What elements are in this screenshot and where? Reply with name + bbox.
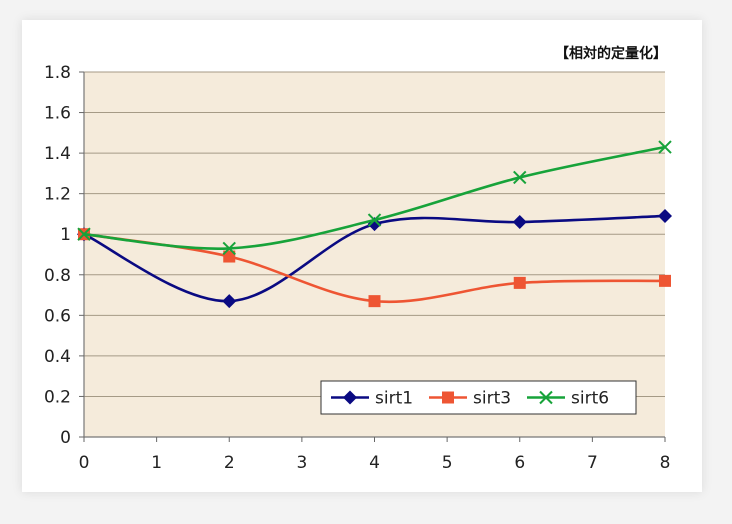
data-point-sirt1	[658, 208, 672, 223]
y-tick-label: 1.6	[44, 104, 71, 124]
legend-box	[320, 380, 637, 415]
legend-label: sirt6	[571, 389, 609, 409]
x-tick-label: 2	[224, 453, 235, 473]
legend-item-sirt1: sirt1	[331, 389, 413, 409]
x-tick-label: 1	[151, 453, 162, 473]
data-point-sirt6	[77, 227, 91, 241]
data-point-sirt3	[368, 295, 381, 308]
data-point-sirt3	[659, 274, 671, 287]
data-point-sirt6	[367, 213, 382, 227]
x-marker-stroke	[539, 390, 553, 405]
y-tick-label: 0.6	[44, 306, 71, 326]
x-marker-stroke	[658, 140, 672, 154]
y-tick-label: 0	[60, 428, 71, 448]
x-marker-stroke	[77, 227, 91, 241]
legend-marker	[442, 391, 454, 404]
x-tick-label: 4	[369, 453, 380, 473]
data-point-sirt3	[513, 276, 526, 289]
data-point-sirt1	[222, 294, 237, 309]
gridlines	[84, 71, 665, 397]
legend-label: sirt3	[473, 389, 511, 409]
y-tick-label: 1.4	[44, 144, 71, 164]
legend: sirt1 sirt3 sirt6	[320, 380, 637, 415]
x-marker-stroke	[367, 213, 382, 227]
x-marker-stroke	[222, 241, 236, 256]
data-point-sirt6	[513, 170, 527, 185]
data-point-sirt6	[658, 140, 672, 154]
x-tick-label: 5	[442, 453, 453, 473]
x-tick-label: 7	[587, 453, 598, 473]
legend-label: sirt1	[375, 389, 413, 409]
legend-item-sirt6: sirt6	[527, 389, 609, 409]
y-axis-ticks: 0 0.2 0.4 0.6 0.8 1 1.2 1.4 1.6 1.8	[44, 63, 84, 448]
x-marker-stroke	[513, 170, 527, 185]
y-tick-label: 1.2	[44, 185, 71, 205]
x-tick-label: 0	[79, 453, 90, 473]
series-sirt6	[77, 140, 672, 256]
unit-label: 【相対的定量化】	[555, 45, 667, 62]
y-tick-label: 0.4	[44, 347, 71, 367]
legend-marker	[539, 390, 553, 405]
data-point-sirt3	[223, 250, 236, 263]
y-tick-label: 0.2	[44, 387, 71, 407]
data-point-sirt1	[512, 215, 527, 230]
x-tick-label: 6	[514, 453, 525, 473]
data-point-sirt6	[222, 241, 236, 256]
legend-marker	[343, 390, 357, 405]
y-tick-label: 1.8	[44, 63, 71, 83]
x-tick-label: 3	[296, 453, 307, 473]
legend-item-sirt3: sirt3	[429, 389, 511, 409]
x-tick-label: 8	[660, 453, 671, 473]
y-tick-label: 1	[60, 225, 71, 245]
y-tick-label: 0.8	[44, 266, 71, 286]
plot-area	[84, 72, 665, 437]
x-axis-ticks: 0 1 2 3 4 5 6 7 8	[79, 437, 671, 473]
series-group	[77, 140, 672, 309]
